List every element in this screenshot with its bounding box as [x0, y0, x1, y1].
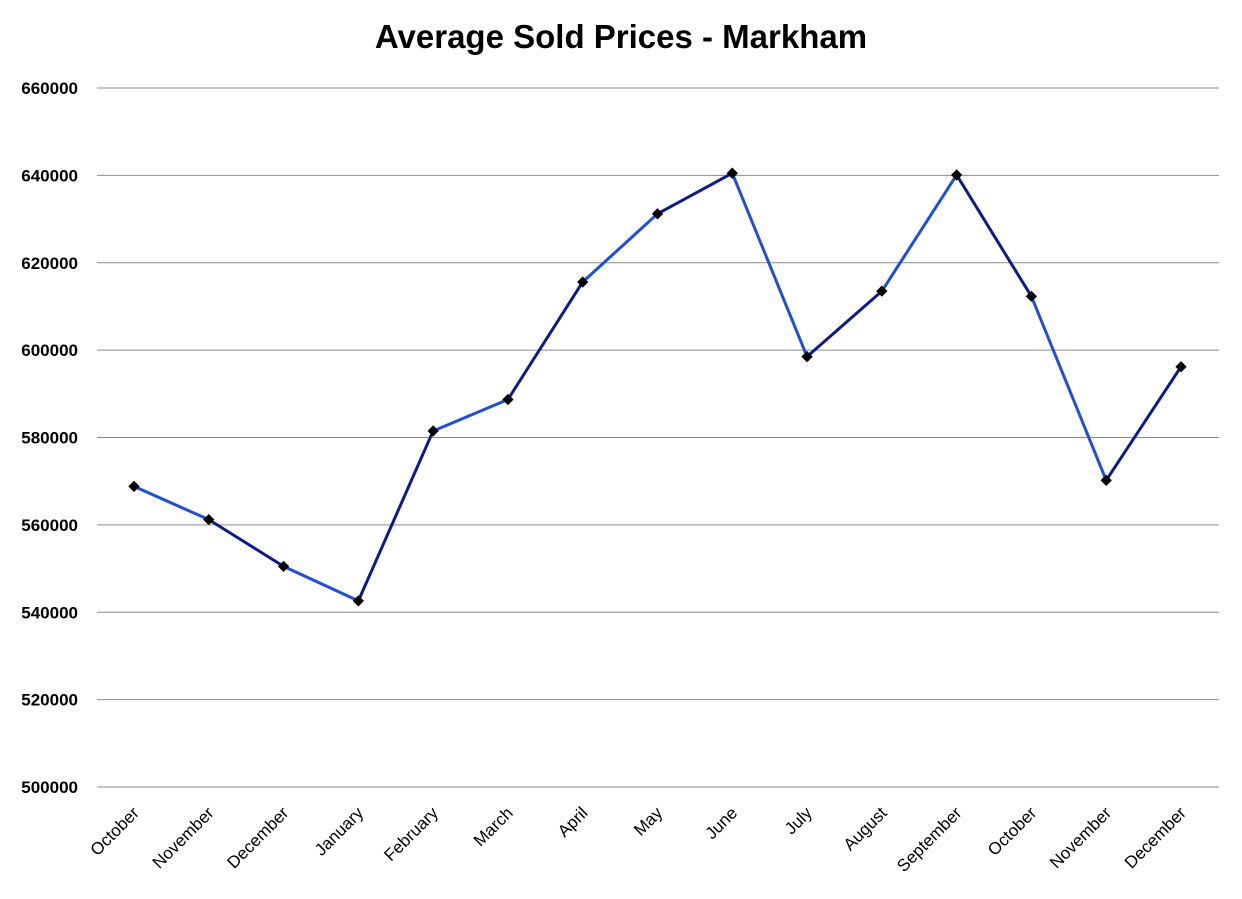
y-tick-label: 600000 — [21, 341, 78, 360]
y-tick-label: 500000 — [21, 778, 78, 797]
data-point-marker — [1100, 474, 1112, 486]
x-tick-label: December — [224, 803, 293, 872]
series-line-segment — [132, 484, 211, 522]
y-tick-label: 580000 — [21, 429, 78, 448]
y-tick-label: 520000 — [21, 691, 78, 710]
data-point-marker — [876, 285, 888, 297]
y-tick-label: 540000 — [21, 603, 78, 622]
series-line-segment — [207, 518, 286, 568]
series-line-segment — [506, 280, 585, 401]
x-tick-label: March — [470, 803, 517, 850]
data-point-marker — [651, 208, 664, 220]
series-line-segment — [730, 171, 809, 359]
y-tick-label: 620000 — [21, 254, 78, 273]
x-tick-label: November — [1046, 803, 1115, 872]
data-point-marker — [801, 351, 813, 363]
y-tick-label: 660000 — [21, 79, 78, 98]
x-tick-label: October — [984, 803, 1040, 859]
series-line-segment — [581, 212, 659, 284]
x-tick-label: June — [702, 803, 742, 843]
data-point-marker — [577, 276, 589, 288]
data-point-marker — [502, 393, 514, 406]
series-markers — [128, 167, 1187, 607]
data-point-marker — [1175, 361, 1187, 373]
series-line — [132, 171, 1183, 603]
data-point-marker — [128, 480, 140, 493]
x-tick-label: November — [149, 803, 218, 872]
y-axis-ticks: 500000 520000 540000 560000 580000 600000 6200… — [21, 79, 78, 797]
x-tick-label: April — [554, 803, 591, 840]
y-tick-label: 560000 — [21, 516, 78, 535]
x-tick-label: October — [87, 803, 143, 859]
x-tick-label: May — [630, 803, 666, 839]
x-tick-label: December — [1121, 803, 1190, 872]
x-tick-label: July — [781, 803, 816, 838]
series-line-segment — [656, 171, 734, 216]
series-line-segment — [282, 564, 360, 603]
data-point-marker — [950, 169, 963, 181]
series-line-segment — [805, 289, 884, 359]
x-tick-label: January — [311, 803, 368, 860]
series-line-segment — [955, 173, 1033, 298]
series-line-segment — [880, 173, 959, 293]
gridlines — [97, 87, 1219, 788]
series-line-segment — [1029, 294, 1108, 482]
x-tick-label: September — [893, 803, 965, 875]
data-point-marker — [427, 425, 439, 437]
x-axis-ticks: October November December January February Ma… — [87, 803, 1190, 876]
data-point-marker — [352, 595, 365, 607]
x-tick-label: August — [840, 803, 891, 854]
y-tick-label: 640000 — [21, 166, 78, 185]
series-line-segment — [1104, 365, 1183, 482]
x-tick-label: February — [380, 803, 442, 865]
chart-title: Average Sold Prices - Markham — [374, 18, 868, 55]
data-point-marker — [726, 167, 738, 179]
data-point-marker — [203, 513, 215, 526]
series-line-segment — [356, 429, 435, 603]
data-point-marker — [277, 560, 290, 573]
data-point-marker — [1025, 290, 1038, 303]
series-line-segment — [431, 397, 510, 433]
